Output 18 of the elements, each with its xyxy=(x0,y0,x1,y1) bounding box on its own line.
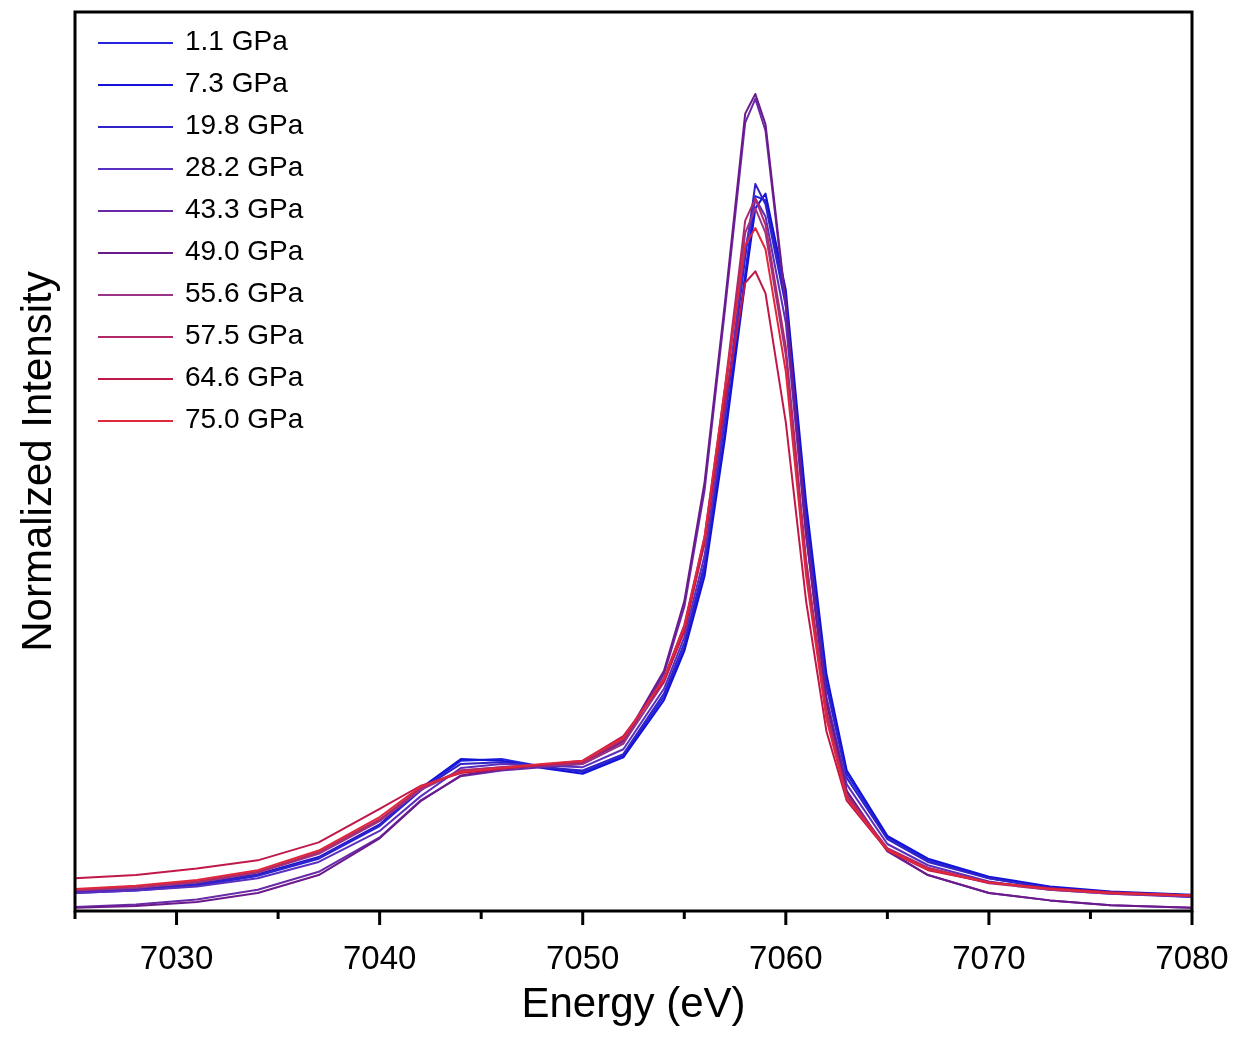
legend-label: 55.6 GPa xyxy=(185,277,304,309)
legend-label: 75.0 GPa xyxy=(185,403,304,435)
legend-label: 57.5 GPa xyxy=(185,319,304,351)
x-axis-title: Energy (eV) xyxy=(521,979,746,1026)
legend-label: 1.1 GPa xyxy=(185,25,289,57)
x-tick-label: 7050 xyxy=(546,939,620,976)
x-tick-label: 7060 xyxy=(749,939,823,976)
legend-label: 49.0 GPa xyxy=(185,235,304,267)
x-tick-label: 7030 xyxy=(139,939,214,976)
x-tick-label: 7080 xyxy=(1155,939,1229,976)
legend-label: 7.3 GPa xyxy=(185,67,289,99)
legend-label: 28.2 GPa xyxy=(185,151,304,183)
x-tick-label: 7070 xyxy=(952,939,1026,976)
legend-label: 19.8 GPa xyxy=(185,109,304,141)
legend-label: 64.6 GPa xyxy=(185,361,304,393)
legend-label: 43.3 GPa xyxy=(185,193,304,225)
y-axis-title: Normalized Intensity xyxy=(13,271,60,652)
x-tick-label: 7040 xyxy=(342,939,417,976)
